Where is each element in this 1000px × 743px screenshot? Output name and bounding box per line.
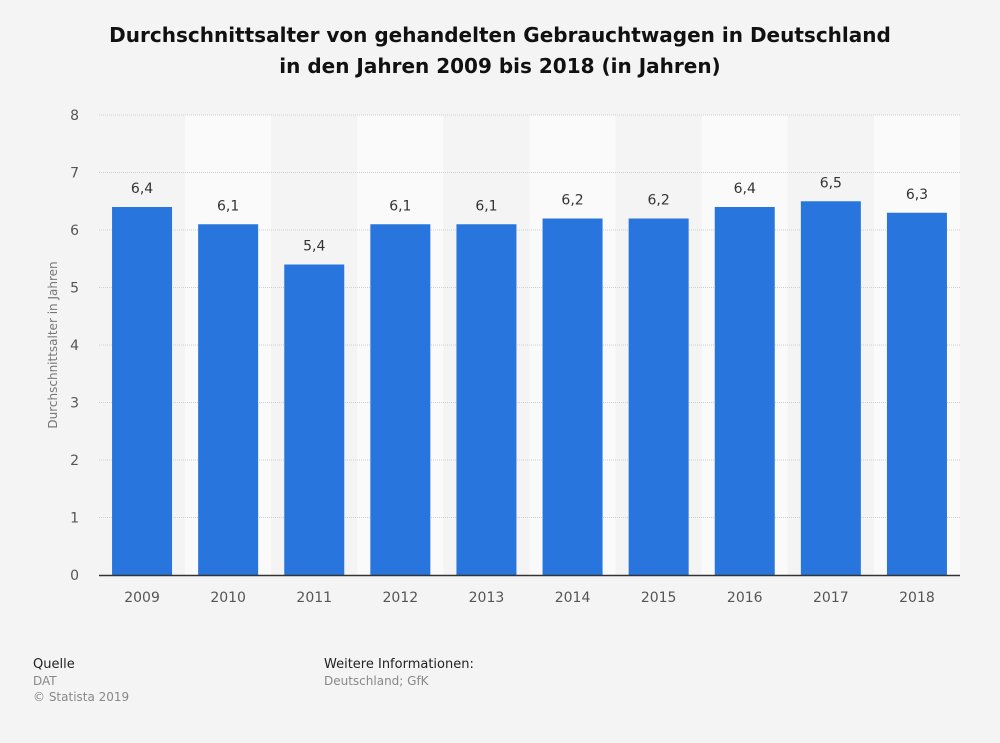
x-tick-label: 2010 xyxy=(210,590,246,606)
chart-title-line2: in den Jahren 2009 bis 2018 (in Jahren) xyxy=(279,54,721,78)
data-label: 6,2 xyxy=(561,193,583,209)
bar-2016 xyxy=(714,207,775,575)
x-tick-label: 2016 xyxy=(727,590,763,606)
bar-2010 xyxy=(198,224,259,575)
x-tick-label: 2012 xyxy=(383,590,419,606)
x-tick-label: 2011 xyxy=(296,590,332,606)
bar-2012 xyxy=(370,224,431,575)
y-tick-label: 0 xyxy=(70,568,79,584)
x-tick-label: 2017 xyxy=(813,590,849,606)
data-label: 6,1 xyxy=(389,198,411,214)
x-tick-label: 2014 xyxy=(555,590,591,606)
bar-2014 xyxy=(542,218,603,575)
info-heading: Weitere Informationen: xyxy=(324,657,474,672)
y-tick-label: 2 xyxy=(70,453,79,469)
bar-2018 xyxy=(886,212,947,575)
info-text: Deutschland; GfK xyxy=(324,674,429,688)
bar-2015 xyxy=(628,218,689,575)
data-label: 5,4 xyxy=(303,239,325,255)
data-label: 6,2 xyxy=(648,193,670,209)
bar-2009 xyxy=(112,207,173,575)
x-tick-label: 2015 xyxy=(641,590,677,606)
y-tick-label: 8 xyxy=(70,108,79,124)
data-label: 6,1 xyxy=(475,198,497,214)
y-axis-label: Durchschnittsalter in Jahren xyxy=(46,261,60,428)
x-tick-label: 2009 xyxy=(124,590,160,606)
chart-title: Durchschnittsalter von gehandelten Gebra… xyxy=(0,20,1000,82)
info-block: Weitere Informationen: Deutschland; GfK xyxy=(324,657,474,689)
x-tick-label: 2018 xyxy=(899,590,935,606)
source-block: Quelle DAT © Statista 2019 xyxy=(33,657,129,705)
source-text: DAT xyxy=(33,674,57,688)
data-label: 6,5 xyxy=(820,175,842,191)
y-tick-label: 7 xyxy=(70,166,79,182)
bar-2011 xyxy=(284,264,345,575)
copyright-text: © Statista 2019 xyxy=(33,690,130,704)
y-tick-label: 4 xyxy=(70,338,79,354)
y-tick-label: 3 xyxy=(70,396,79,412)
bar-2013 xyxy=(456,224,517,575)
y-tick-label: 1 xyxy=(70,511,79,527)
chart-title-line1: Durchschnittsalter von gehandelten Gebra… xyxy=(109,23,891,47)
data-label: 6,1 xyxy=(217,198,239,214)
x-tick-label: 2013 xyxy=(469,590,505,606)
bar-2017 xyxy=(800,201,861,575)
y-tick-label: 5 xyxy=(70,281,79,297)
data-label: 6,4 xyxy=(734,181,756,197)
data-label: 6,4 xyxy=(131,181,153,197)
y-tick-label: 6 xyxy=(70,223,79,239)
source-heading: Quelle xyxy=(33,657,75,672)
data-label: 6,3 xyxy=(906,187,928,203)
